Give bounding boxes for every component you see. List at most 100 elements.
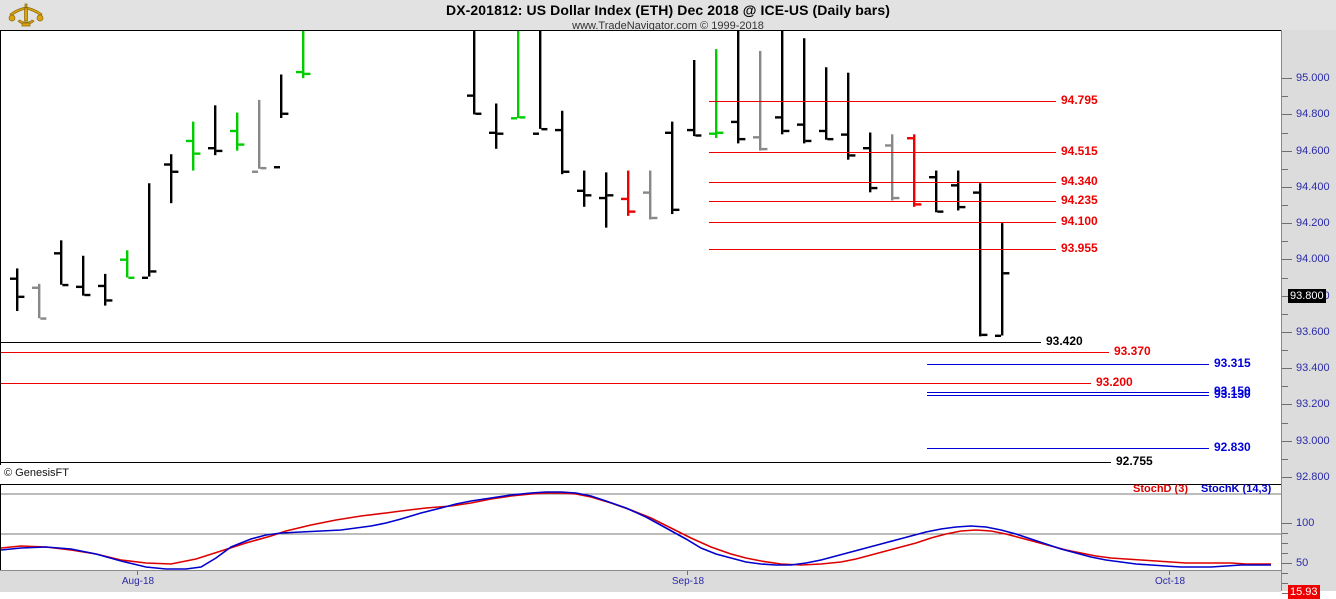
price-level-label: 93.150 [1214,384,1251,398]
price-level-label: 92.755 [1116,454,1153,468]
date-axis[interactable]: Aug-18 Sep-18 Oct-18 [0,570,1281,592]
stoch-axis-tick-minor [1282,573,1288,574]
price-level-line[interactable] [1,352,1109,353]
vendor-band [0,465,1281,485]
axis-price-label: 95.000 [1296,72,1330,85]
date-axis-label: Sep-18 [671,576,705,587]
ohlc-bar [621,170,636,216]
ohlc-bar [731,31,746,144]
vendor-label: © GenesisFT [4,467,69,479]
date-axis-tick [1169,571,1170,575]
stoch-current-value: 15.93 [1288,585,1320,599]
ohlc-bar [775,31,790,135]
price-level-line[interactable] [709,249,1056,250]
axis-tick [1282,78,1292,80]
ohlc-bar [929,170,944,213]
ohlc-bar [643,170,658,220]
axis-price-label: 94.000 [1296,253,1330,266]
axis-tick [1282,259,1292,261]
tradenavigator-logo-icon [6,2,46,28]
ohlc-bar [709,49,724,138]
axis-price-label: 93.400 [1296,362,1330,375]
date-axis-tick [687,571,688,575]
ohlc-bar [973,183,988,337]
ohlc-bar [841,72,856,160]
price-bars-canvas [10,31,1010,337]
ohlc-bar [489,103,504,149]
legend-stochd[interactable]: StochD (3) [1133,483,1188,495]
date-axis-label: Aug-18 [121,576,155,587]
legend-stochk[interactable]: StochK (14,3) [1201,483,1272,495]
ohlc-bar [208,105,223,156]
price-level-label: 94.795 [1061,93,1098,107]
stoch-axis-tick-minor [1282,553,1288,554]
price-level-label: 94.235 [1061,193,1098,207]
ohlc-bar [164,154,179,204]
price-level-line[interactable] [927,364,1209,365]
price-level-label: 93.130 [1214,387,1251,401]
ohlc-bar [577,170,592,207]
ohlc-bar [142,183,157,279]
price-level-line[interactable] [709,182,1056,183]
axis-tick [1282,476,1292,478]
stoch-axis-tick-minor [1282,543,1288,544]
axis-tick [1282,331,1292,333]
axis-tick [1282,186,1292,188]
axis-tick-minor [1282,458,1288,460]
ohlc-bar [533,31,548,135]
axis-tick-minor [1282,96,1288,98]
ohlc-bar [687,60,702,137]
ohlc-bar [10,268,25,312]
price-level-line[interactable] [709,222,1056,223]
ohlc-bar [54,240,69,287]
chart-header: DX-201812: US Dollar Index (ETH) Dec 201… [0,0,1336,32]
axis-tick-minor [1282,350,1288,351]
price-level-label: 93.955 [1061,241,1098,255]
ohlc-bar [907,134,922,207]
date-axis-label: Oct-18 [1154,576,1186,587]
axis-tick [1282,223,1292,225]
axis-tick [1282,440,1292,442]
axis-tick-minor [1282,422,1288,424]
page-title: DX-201812: US Dollar Index (ETH) Dec 201… [446,2,890,18]
axis-tick [1282,295,1292,297]
price-axis[interactable]: 95.000 94.800 94.600 94.400 94.200 94.000 93.8… [1281,30,1336,599]
price-level-line[interactable] [927,395,1209,396]
ohlc-bar [98,273,113,306]
ohlc-bar [863,132,878,193]
price-level-line[interactable] [927,448,1209,449]
axis-price-label: 94.200 [1296,217,1330,230]
ohlc-bar [511,31,526,120]
ohlc-bar [32,283,47,320]
axis-price-label: 93.000 [1296,434,1330,447]
price-level-line[interactable] [1,462,1111,463]
ohlc-bar [76,255,91,297]
axis-tick [1282,404,1292,406]
price-level-label: 93.420 [1046,334,1083,348]
price-level-line[interactable] [927,392,1209,393]
axis-price-label: 93.200 [1296,398,1330,411]
axis-price-label: 94.400 [1296,180,1330,193]
price-level-line[interactable] [709,101,1056,102]
price-level-label: 94.515 [1061,144,1098,158]
price-level-line[interactable] [1,383,1091,384]
ohlc-bar [555,110,570,175]
price-level-line[interactable] [709,201,1056,202]
ohlc-bar [186,121,201,171]
stoch-axis-label: 50 [1296,557,1309,569]
stoch-axis-tick-minor [1282,583,1288,584]
ohlc-bar [753,50,768,151]
price-chart-pane[interactable] [0,30,1282,466]
axis-tick [1282,150,1292,152]
price-level-line[interactable] [1,342,1041,343]
ohlc-bar [951,170,966,211]
axis-tick [1282,368,1292,370]
stochastic-pane[interactable] [0,484,1282,572]
ohlc-bar [599,172,614,228]
axis-price-label: 94.600 [1296,144,1330,157]
axis-tick-minor [1282,313,1288,315]
ohlc-bar [296,31,311,79]
stoch-axis-tick [1282,523,1292,524]
axis-tick-minor [1282,132,1288,134]
price-level-line[interactable] [709,152,1056,153]
